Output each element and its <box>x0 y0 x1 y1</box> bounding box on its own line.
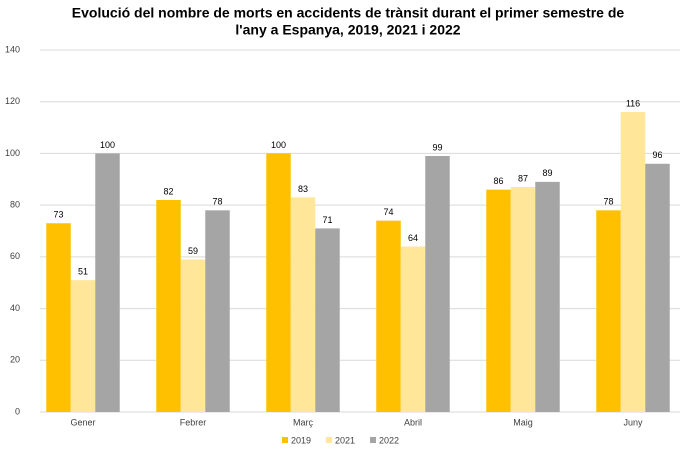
bar <box>620 112 646 413</box>
bar <box>510 187 536 412</box>
y-tick-label: 100 <box>5 148 20 158</box>
legend-label: 2019 <box>291 435 311 445</box>
bar <box>535 181 560 412</box>
value-label: 59 <box>188 246 198 256</box>
bar <box>376 220 401 412</box>
value-label: 74 <box>383 207 393 217</box>
y-tick-label: 120 <box>5 96 20 106</box>
value-label: 71 <box>322 215 332 225</box>
bar <box>205 210 230 412</box>
x-tick-label: Maig <box>513 417 533 427</box>
value-label: 82 <box>163 186 173 196</box>
bar <box>486 189 511 412</box>
value-label: 100 <box>100 140 115 150</box>
value-label: 116 <box>626 98 640 108</box>
bar <box>46 223 71 412</box>
bar <box>266 153 291 412</box>
value-label: 99 <box>432 142 442 152</box>
bar <box>290 197 316 412</box>
y-tick-label: 140 <box>5 44 20 54</box>
value-label: 100 <box>271 140 286 150</box>
bar <box>400 246 426 412</box>
chart-title: l'any a Espanya, 2019, 2021 i 2022 <box>235 22 460 38</box>
value-label: 64 <box>408 233 418 243</box>
value-label: 87 <box>518 173 528 183</box>
bar <box>315 228 340 412</box>
legend-label: 2021 <box>335 435 355 445</box>
value-label: 86 <box>493 176 503 186</box>
x-tick-label: Març <box>293 417 313 427</box>
value-label: 78 <box>212 197 222 207</box>
x-tick-label: Febrer <box>180 417 207 427</box>
x-tick-label: Abril <box>404 417 422 427</box>
x-tick-label: Juny <box>623 417 643 427</box>
chart-title: Evolució del nombre de morts en accident… <box>72 5 625 21</box>
y-tick-label: 0 <box>15 406 20 416</box>
value-label: 73 <box>53 210 63 220</box>
bar <box>645 163 670 412</box>
y-tick-label: 60 <box>10 251 20 261</box>
y-tick-label: 20 <box>10 355 20 365</box>
x-tick-label: Gener <box>70 417 95 427</box>
y-tick-label: 40 <box>10 303 20 313</box>
bar <box>425 156 450 412</box>
value-label: 96 <box>652 150 662 160</box>
legend-swatch <box>282 437 288 443</box>
bar <box>70 280 96 412</box>
legend-swatch <box>370 437 376 443</box>
y-tick-label: 80 <box>10 200 20 210</box>
value-label: 83 <box>298 184 308 194</box>
bar <box>180 259 206 412</box>
bar <box>156 199 181 412</box>
legend-label: 2022 <box>379 435 399 445</box>
bar <box>95 153 120 412</box>
value-label: 89 <box>542 168 552 178</box>
value-label: 51 <box>78 267 88 277</box>
legend-swatch <box>326 437 332 443</box>
value-label: 78 <box>603 197 613 207</box>
bar <box>596 210 621 412</box>
